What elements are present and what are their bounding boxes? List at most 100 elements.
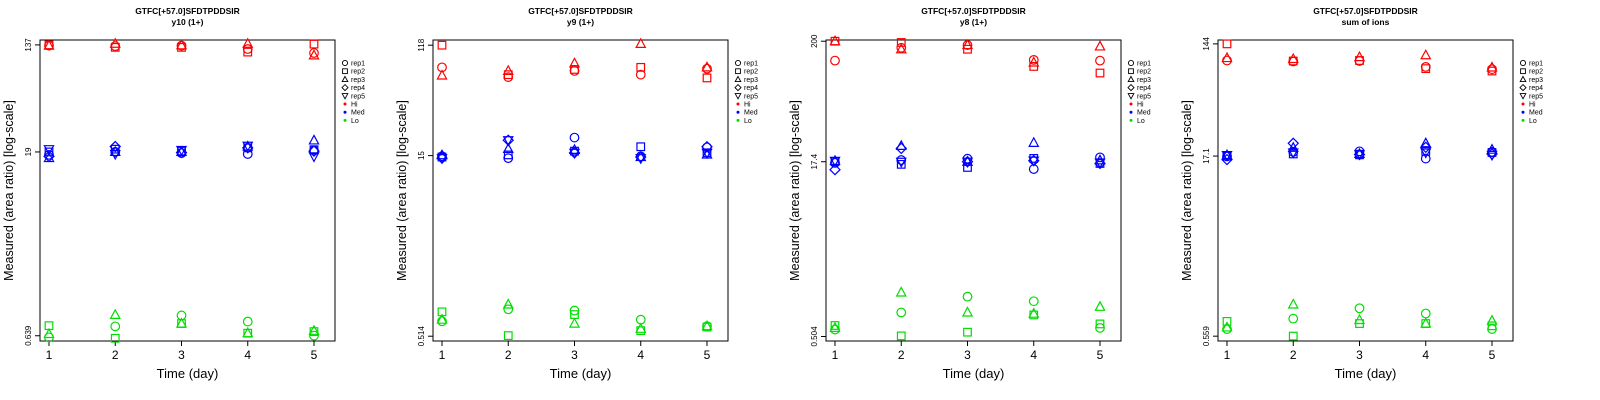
data-point <box>635 154 647 165</box>
data-point <box>1028 136 1040 147</box>
data-point <box>1028 56 1040 67</box>
legend-symbol <box>734 83 742 92</box>
legend-symbol <box>735 68 741 75</box>
x-tick-label: 5 <box>1489 348 1496 362</box>
data-point <box>701 319 713 331</box>
data-point <box>1094 40 1106 51</box>
data-point <box>569 65 580 76</box>
x-tick-label: 2 <box>505 348 512 362</box>
legend-label: rep1 <box>1137 61 1151 68</box>
legend-label: rep2 <box>1529 69 1543 76</box>
data-point <box>568 148 581 160</box>
data-point <box>701 140 713 153</box>
data-point <box>436 313 448 324</box>
data-point <box>175 146 188 159</box>
legend-label: rep2 <box>1137 69 1151 76</box>
data-point <box>43 150 55 163</box>
legend-symbol <box>1128 68 1134 75</box>
legend-label: rep5 <box>744 93 758 100</box>
x-tick-label: 3 <box>1356 348 1363 362</box>
data-point <box>1094 300 1106 311</box>
data-point <box>1487 321 1497 331</box>
legend-color-dot <box>1521 118 1525 122</box>
legend-color-dot <box>1129 118 1133 122</box>
data-point <box>1486 314 1498 325</box>
data-point <box>895 139 907 150</box>
data-point <box>829 321 841 332</box>
legend-color-dot <box>736 110 740 114</box>
data-point <box>1095 319 1105 329</box>
data-point <box>636 62 646 72</box>
data-point <box>1221 51 1233 63</box>
data-point <box>43 39 55 50</box>
data-point <box>568 317 581 328</box>
data-point <box>1095 152 1105 163</box>
data-point <box>896 38 906 47</box>
data-point <box>1486 150 1498 162</box>
legend-label: rep5 <box>1137 93 1151 100</box>
legend-color-dot <box>736 118 740 122</box>
chart-title: GTFC[+57.0]SFDTPDDSIR <box>1313 6 1418 16</box>
data-point <box>1353 313 1366 325</box>
x-axis-label: Time (day) <box>550 366 612 381</box>
data-point <box>44 147 54 157</box>
data-point <box>242 326 254 338</box>
data-point <box>895 157 907 168</box>
data-point <box>1487 324 1497 334</box>
legend-color-dot <box>343 110 347 114</box>
y-tick-label: 118 <box>417 38 426 51</box>
legend-label: rep3 <box>1137 77 1151 84</box>
data-point <box>636 142 646 152</box>
data-point <box>635 150 647 162</box>
data-point <box>1095 55 1105 66</box>
data-point <box>1221 321 1233 332</box>
data-point <box>569 132 580 143</box>
legend-label: rep2 <box>351 69 365 76</box>
legend-symbol <box>341 75 349 83</box>
legend-symbol <box>1127 93 1135 100</box>
plot-frame <box>39 39 336 342</box>
data-point <box>1420 137 1432 148</box>
data-point <box>1287 137 1300 150</box>
data-point <box>1028 156 1040 167</box>
data-point <box>1028 307 1040 318</box>
chart-title: GTFC[+57.0]SFDTPDDSIR <box>921 6 1026 16</box>
data-point <box>308 152 320 163</box>
x-tick-label: 4 <box>1422 348 1429 362</box>
legend-label: rep3 <box>1529 77 1543 84</box>
legend-color-dot <box>343 102 347 106</box>
chart-subtitle: y9 (1+) <box>567 17 594 27</box>
x-axis-label: Time (day) <box>157 366 219 381</box>
data-point <box>895 42 907 54</box>
data-point <box>308 145 320 157</box>
data-point <box>437 316 447 327</box>
legend-symbol <box>1519 83 1527 92</box>
legend-label: rep4 <box>744 85 758 92</box>
data-point <box>242 44 253 54</box>
data-point <box>1353 147 1366 159</box>
data-point <box>1353 50 1366 62</box>
data-point <box>1288 331 1298 341</box>
data-point <box>1028 54 1039 65</box>
legend-label: Hi <box>744 102 751 109</box>
data-point <box>702 63 712 74</box>
data-point <box>175 317 188 328</box>
data-point <box>961 157 974 168</box>
data-point <box>110 144 120 154</box>
y-tick-label: 0.559 <box>1202 326 1211 347</box>
data-point <box>436 154 448 165</box>
data-point <box>1222 39 1232 49</box>
data-point <box>437 40 447 50</box>
legend-label: rep4 <box>351 85 365 92</box>
chart-subtitle: y10 (1+) <box>172 17 204 27</box>
legend-label: Hi <box>351 102 358 109</box>
legend-symbol <box>734 93 742 100</box>
data-point <box>1354 303 1365 314</box>
x-tick-label: 4 <box>244 348 251 362</box>
data-point <box>635 322 647 333</box>
x-axis-label: Time (day) <box>943 366 1005 381</box>
